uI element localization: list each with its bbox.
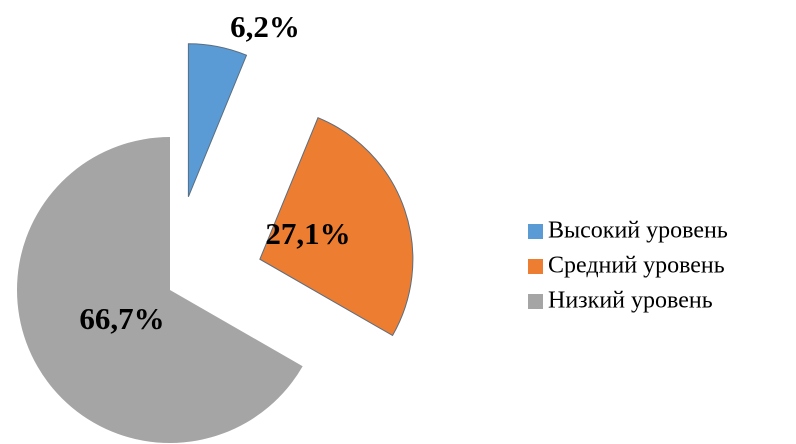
pie-slice <box>259 117 414 337</box>
legend-swatch <box>528 259 543 274</box>
legend-swatch <box>528 294 543 309</box>
data-label: 66,7% <box>79 301 164 336</box>
pie-slice <box>187 43 248 197</box>
legend-label: Низкий уровень <box>548 288 713 314</box>
legend-label: Средний уровень <box>548 253 725 279</box>
legend-swatch <box>528 224 543 239</box>
data-label: 27,1% <box>265 216 350 251</box>
data-label: 6,2% <box>230 9 300 44</box>
legend-label: Высокий уровень <box>548 218 728 244</box>
pie-slice <box>17 137 303 444</box>
